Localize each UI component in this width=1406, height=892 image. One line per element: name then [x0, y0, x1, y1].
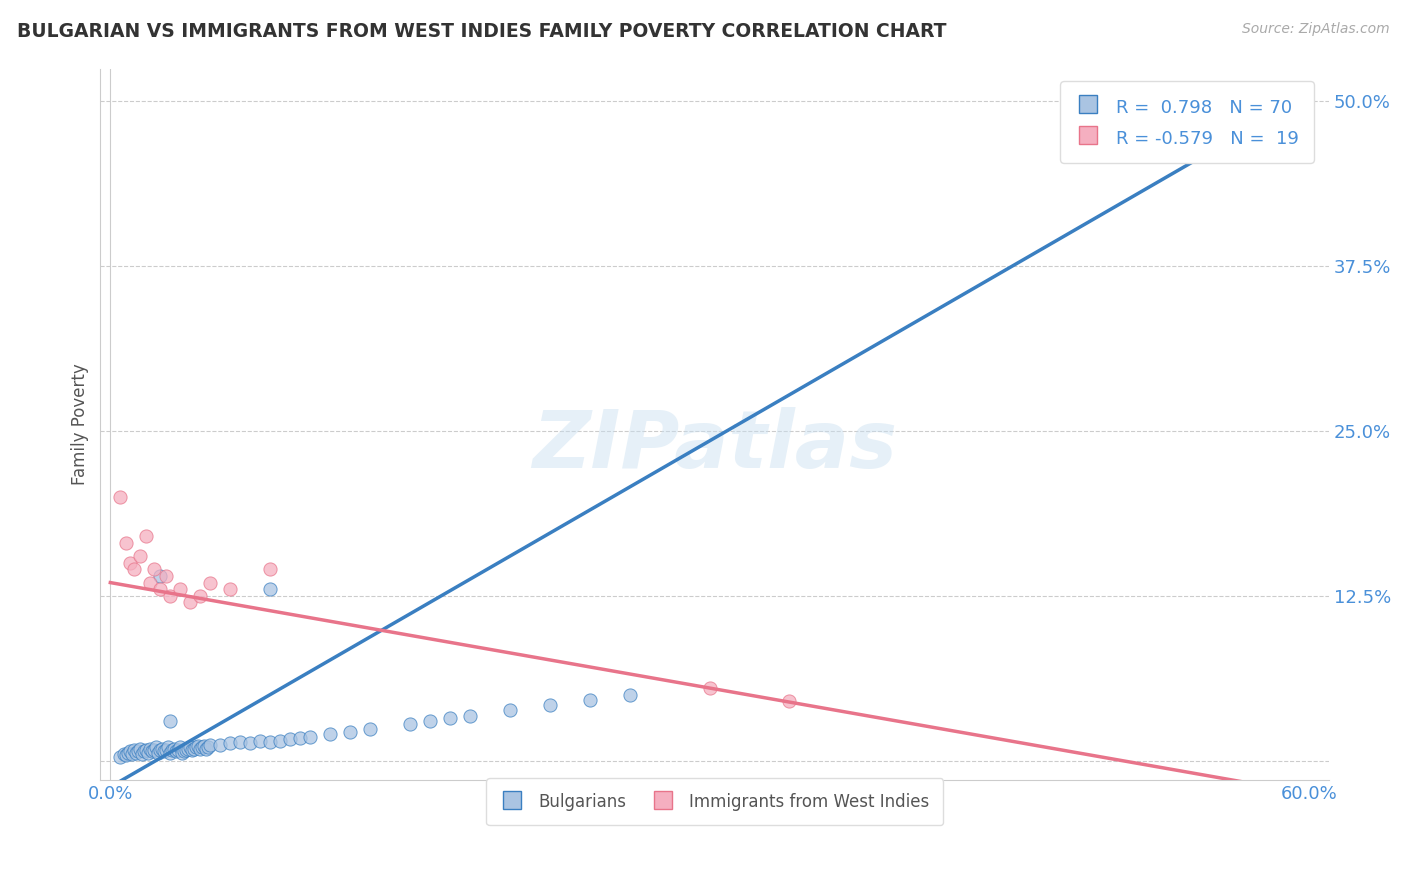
Point [134, 744, 156, 758]
Point [179, 740, 201, 755]
Point [359, 722, 381, 736]
Point [200, 575, 222, 590]
Point [110, 490, 132, 504]
Point [173, 744, 195, 758]
Point [499, 703, 522, 717]
Point [153, 744, 176, 758]
Point [619, 688, 641, 702]
Point [135, 529, 157, 543]
Point [419, 714, 441, 728]
Point [699, 681, 721, 695]
Point [181, 743, 204, 757]
Point [399, 716, 422, 731]
Point [139, 575, 162, 590]
Point [143, 743, 166, 757]
Point [188, 741, 211, 756]
Point [278, 732, 301, 747]
Y-axis label: Family Poverty: Family Poverty [72, 364, 89, 485]
Text: Source: ZipAtlas.com: Source: ZipAtlas.com [1241, 22, 1389, 37]
Point [209, 738, 232, 752]
Point [200, 738, 222, 752]
Point [136, 746, 159, 760]
Point [219, 582, 242, 597]
Point [141, 744, 163, 758]
Point [169, 582, 191, 597]
Legend: Bulgarians, Immigrants from West Indies: Bulgarians, Immigrants from West Indies [486, 779, 943, 825]
Point [578, 693, 600, 707]
Point [259, 582, 281, 597]
Point [191, 740, 214, 755]
Point [120, 556, 142, 570]
Point [143, 562, 166, 576]
Point [131, 747, 153, 761]
Point [115, 748, 138, 763]
Point [155, 743, 177, 757]
Point [121, 747, 143, 761]
Point [149, 569, 172, 583]
Point [219, 736, 242, 750]
Point [187, 739, 209, 753]
Point [172, 746, 194, 760]
Point [135, 743, 157, 757]
Point [183, 741, 205, 756]
Point [186, 740, 208, 755]
Point [120, 744, 142, 758]
Text: ZIPatlas: ZIPatlas [531, 407, 897, 484]
Point [165, 744, 187, 758]
Point [139, 741, 162, 756]
Point [110, 749, 132, 764]
Point [778, 694, 800, 708]
Point [179, 595, 201, 609]
Point [538, 698, 561, 713]
Point [1137, 147, 1160, 161]
Point [124, 743, 146, 757]
Point [145, 740, 167, 755]
Point [162, 743, 184, 757]
Point [439, 711, 461, 725]
Point [188, 589, 211, 603]
Point [259, 735, 281, 749]
Point [458, 708, 481, 723]
Point [159, 589, 181, 603]
Text: BULGARIAN VS IMMIGRANTS FROM WEST INDIES FAMILY POVERTY CORRELATION CHART: BULGARIAN VS IMMIGRANTS FROM WEST INDIES… [17, 22, 946, 41]
Point [239, 736, 262, 750]
Point [112, 747, 135, 761]
Point [155, 569, 177, 583]
Point [299, 730, 322, 744]
Point [129, 741, 152, 756]
Point [169, 740, 191, 755]
Point [229, 735, 252, 749]
Point [124, 562, 146, 576]
Point [193, 739, 215, 753]
Point [195, 741, 218, 756]
Point [117, 746, 139, 760]
Point [125, 746, 148, 760]
Point [269, 733, 291, 747]
Point [129, 549, 152, 564]
Point [149, 582, 172, 597]
Point [167, 743, 190, 757]
Point [163, 741, 186, 756]
Point [115, 536, 138, 550]
Point [174, 743, 197, 757]
Point [339, 724, 361, 739]
Point [127, 744, 149, 758]
Point [149, 743, 172, 757]
Point [319, 727, 342, 741]
Point [249, 733, 271, 747]
Point [288, 731, 311, 745]
Point [259, 562, 281, 576]
Point [197, 740, 219, 755]
Point [148, 746, 170, 760]
Point [157, 740, 180, 755]
Point [177, 741, 200, 756]
Point [150, 741, 173, 756]
Point [159, 714, 181, 728]
Point [159, 746, 181, 760]
